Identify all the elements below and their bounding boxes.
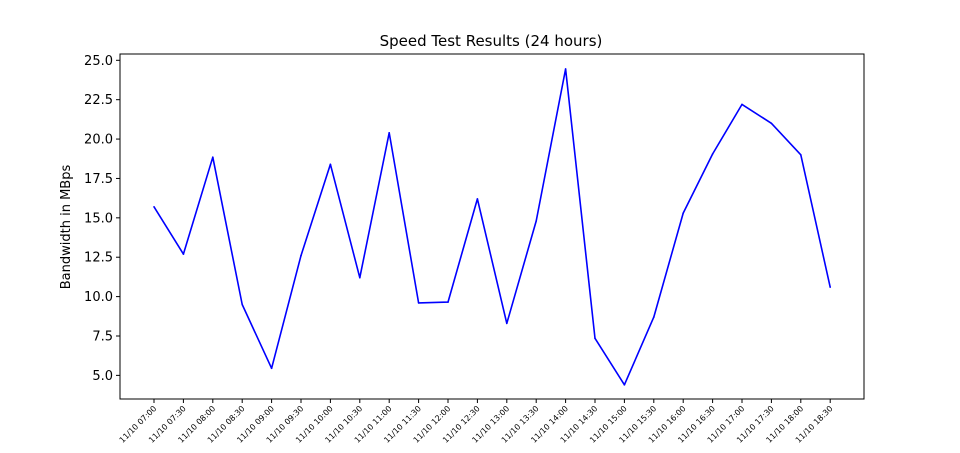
- data-point: [623, 384, 626, 386]
- data-point: [564, 68, 567, 70]
- data-point: [388, 131, 391, 134]
- y-axis-label: Bandwidth in MBps: [59, 165, 74, 290]
- y-tick-label: 22.5: [84, 93, 113, 108]
- data-point: [212, 156, 214, 158]
- series-layer: [153, 68, 831, 386]
- y-tick-label: 5.0: [92, 369, 113, 384]
- y-axis: 5.0 7.5 10.0 12.5 15.0 17.5 20.0 22.5 25.0: [84, 54, 120, 384]
- y-tick-label: 25.0: [84, 54, 113, 69]
- data-point: [653, 316, 655, 318]
- y-tick-label: 15.0: [84, 211, 113, 226]
- data-point: [535, 220, 537, 222]
- series-line: [153, 68, 831, 386]
- data-point: [447, 301, 449, 303]
- data-point: [329, 163, 332, 166]
- y-tick-label: 7.5: [92, 329, 113, 344]
- y-tick-label: 10.0: [84, 290, 113, 305]
- data-point: [359, 276, 361, 279]
- plot-area: [119, 53, 865, 400]
- data-point: [270, 367, 273, 370]
- data-point: [476, 198, 479, 200]
- data-point: [829, 286, 831, 288]
- data-point: [711, 153, 714, 155]
- data-point: [770, 122, 773, 125]
- data-point: [506, 322, 508, 325]
- data-point: [682, 212, 684, 214]
- data-point: [300, 254, 302, 257]
- chart-title: Speed Test Results (24 hours): [380, 32, 603, 50]
- y-tick-label: 17.5: [84, 172, 113, 187]
- data-point: [594, 337, 596, 340]
- data-point: [153, 206, 155, 208]
- data-point: [741, 103, 743, 106]
- y-tick-label: 20.0: [84, 133, 113, 148]
- data-point: [800, 154, 802, 156]
- data-point: [241, 303, 243, 306]
- y-tick-label: 12.5: [84, 251, 113, 266]
- data-point: [417, 302, 420, 304]
- data-point: [182, 253, 185, 255]
